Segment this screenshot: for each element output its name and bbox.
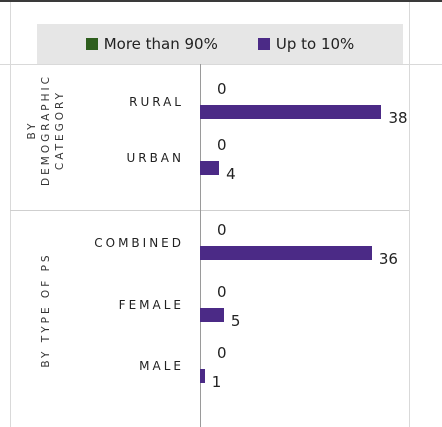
panel-top-border — [0, 64, 442, 65]
value-label-more-than-90-female: 0 — [217, 283, 227, 301]
bar-up-to-10-rural — [200, 105, 382, 119]
legend-item-more-than-90: More than 90% — [85, 35, 218, 53]
value-label-up-to-10-female: 5 — [230, 312, 241, 330]
category-label-female: FEMALE — [118, 298, 184, 312]
category-label-combined: COMBINED — [94, 236, 184, 250]
bar-up-to-10-female — [200, 308, 224, 322]
value-label-more-than-90-urban: 0 — [217, 136, 227, 154]
value-label-more-than-90-male: 0 — [217, 344, 227, 362]
legend-label-more-than-90: More than 90% — [103, 35, 218, 53]
axis-baseline — [200, 64, 201, 427]
category-label-rural: RURAL — [129, 95, 184, 109]
category-label-urban: URBAN — [126, 151, 184, 165]
group-label-type-of-ps: BY TYPE OF PS — [40, 252, 52, 368]
panel-left-border — [10, 2, 11, 427]
legend: More than 90% Up to 10% — [37, 24, 403, 64]
value-label-up-to-10-rural: 38 — [388, 109, 408, 127]
value-label-up-to-10-urban: 4 — [226, 165, 236, 183]
bar-up-to-10-urban — [200, 161, 220, 175]
value-label-more-than-90-rural: 0 — [217, 80, 227, 98]
bar-up-to-10-combined — [200, 246, 372, 260]
legend-item-up-to-10: Up to 10% — [257, 35, 355, 53]
legend-swatch-more-than-90 — [85, 38, 98, 50]
category-label-male: MALE — [139, 359, 184, 373]
value-label-up-to-10-combined: 36 — [378, 250, 398, 268]
value-label-up-to-10-male: 1 — [211, 373, 222, 391]
top-border-line — [0, 0, 442, 2]
group-label-demographic: BY DEMOGRAPHIC CATEGORY — [26, 74, 66, 186]
legend-swatch-up-to-10 — [257, 38, 270, 50]
legend-label-up-to-10: Up to 10% — [275, 35, 355, 53]
group-separator — [10, 210, 409, 211]
panel-right-border — [409, 2, 410, 427]
value-label-more-than-90-combined: 0 — [217, 221, 227, 239]
bar-up-to-10-male — [200, 369, 205, 383]
